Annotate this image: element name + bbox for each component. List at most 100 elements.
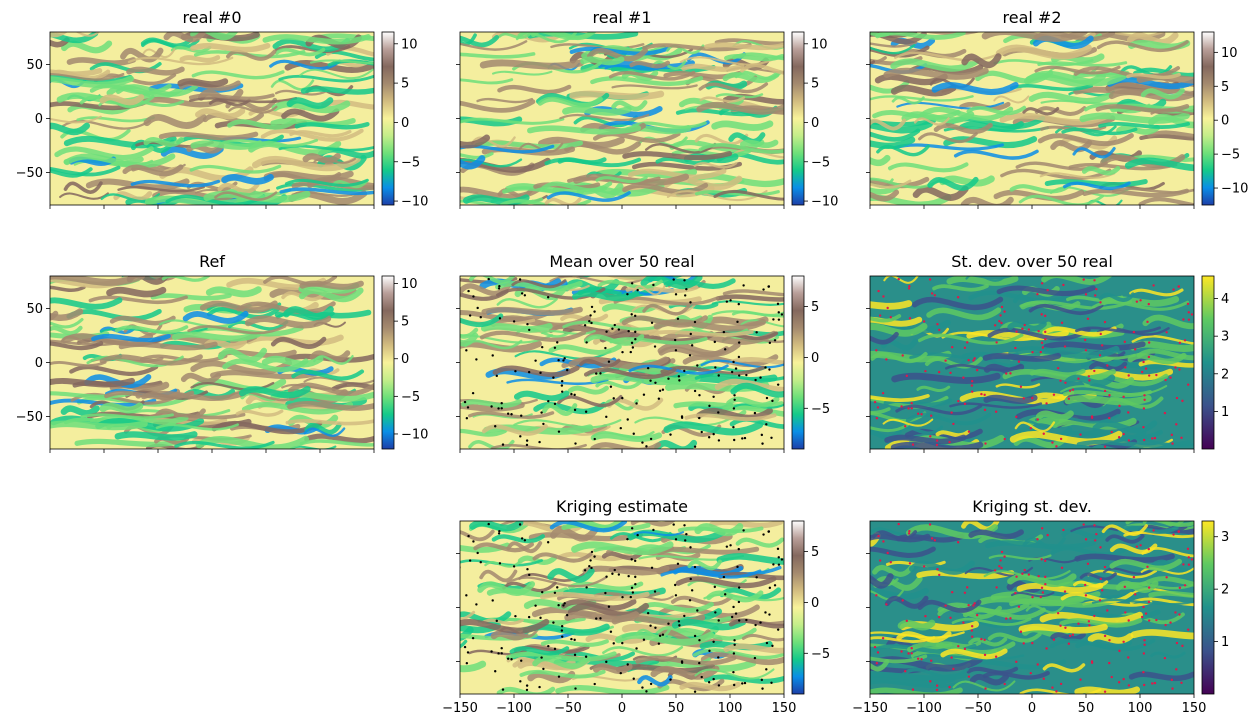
sample-point [1046, 288, 1049, 292]
sample-point [498, 562, 502, 565]
colorbar [1201, 275, 1215, 450]
sample-point [1083, 583, 1087, 587]
sample-point [565, 613, 569, 617]
sample-point [1178, 368, 1181, 371]
sample-point [725, 300, 729, 303]
sample-point [1171, 687, 1174, 690]
sample-point [627, 574, 630, 578]
sample-point [542, 422, 545, 426]
sample-point [698, 394, 701, 397]
sample-point [661, 633, 665, 636]
sample-point [970, 384, 974, 387]
sample-point [713, 585, 717, 589]
sample-point [1059, 682, 1063, 686]
sample-point [560, 379, 564, 383]
panel-title: Kriging st. dev. [972, 497, 1092, 516]
sample-point [952, 667, 955, 671]
sample-point [561, 390, 564, 393]
sample-point [1017, 605, 1021, 608]
sample-point [636, 533, 639, 537]
sample-point [776, 302, 780, 306]
sample-point [570, 392, 573, 396]
sample-point [1123, 585, 1127, 589]
sample-point [732, 670, 735, 674]
sample-point [980, 392, 983, 396]
sample-point [1093, 614, 1096, 618]
sample-point [1163, 411, 1167, 415]
sample-point [1153, 681, 1157, 685]
sample-point [553, 346, 557, 350]
sample-point [764, 611, 767, 614]
sample-point [1014, 591, 1017, 595]
sample-point [1106, 364, 1109, 367]
sample-point [590, 566, 593, 570]
sample-point [1143, 394, 1146, 397]
sample-point [1106, 609, 1109, 612]
sample-point [466, 406, 470, 409]
y-tick-label: −50 [16, 166, 43, 181]
sample-point [526, 568, 529, 571]
sample-point [901, 599, 904, 602]
sample-point [1174, 366, 1177, 369]
sample-point [998, 565, 1001, 568]
sample-point [1147, 302, 1150, 306]
sample-point [657, 397, 661, 400]
sample-point [777, 311, 780, 314]
sample-point [491, 354, 494, 357]
sample-point [905, 374, 908, 378]
sample-point [1005, 617, 1008, 620]
sample-point [994, 655, 998, 658]
sample-point [767, 530, 771, 533]
sample-point [1079, 678, 1082, 681]
sample-point [1036, 663, 1039, 666]
sample-point [937, 370, 941, 374]
x-tick-label: 100 [1128, 701, 1153, 716]
sample-point [1086, 562, 1090, 566]
sample-point [617, 328, 621, 331]
sample-point [688, 354, 692, 357]
sample-point [573, 408, 577, 412]
sample-point [626, 418, 629, 421]
sample-point [501, 443, 505, 446]
sample-point [1163, 656, 1167, 660]
colorbar-tick-label: −5 [811, 647, 830, 662]
sample-point [1187, 556, 1190, 559]
panel-title: St. dev. over 50 real [951, 252, 1113, 271]
x-tick-label: 150 [772, 701, 797, 716]
sample-point [967, 359, 970, 362]
sample-point [759, 376, 762, 379]
sample-point [633, 559, 637, 563]
sample-point [776, 383, 780, 386]
sample-point [490, 405, 493, 408]
sample-point [590, 321, 593, 325]
sample-point [876, 651, 880, 654]
sample-point [1147, 355, 1151, 359]
sample-point [908, 284, 911, 288]
sample-point [672, 523, 675, 526]
sample-point [741, 682, 744, 685]
sample-point [743, 436, 747, 440]
sample-point [520, 414, 523, 417]
sample-point [1040, 313, 1043, 316]
sample-point [649, 682, 653, 686]
sample-point [970, 629, 974, 632]
sample-point [897, 277, 900, 281]
sample-point [1084, 293, 1088, 296]
sample-point [707, 681, 711, 684]
sample-point [646, 611, 650, 615]
sample-point [732, 360, 735, 364]
sample-point [910, 407, 913, 410]
sample-point [693, 389, 697, 393]
x-tick-label: −100 [906, 701, 942, 716]
sample-point [897, 522, 900, 526]
sample-point [771, 399, 774, 403]
sample-point [1153, 436, 1157, 440]
sample-point [732, 425, 735, 429]
sample-point [1178, 613, 1181, 616]
sample-point [1044, 583, 1047, 586]
y-tick-label: −50 [16, 410, 43, 425]
sample-point [737, 302, 740, 306]
sample-point [1180, 681, 1183, 684]
sample-point [768, 613, 771, 616]
sample-point [1021, 327, 1024, 330]
